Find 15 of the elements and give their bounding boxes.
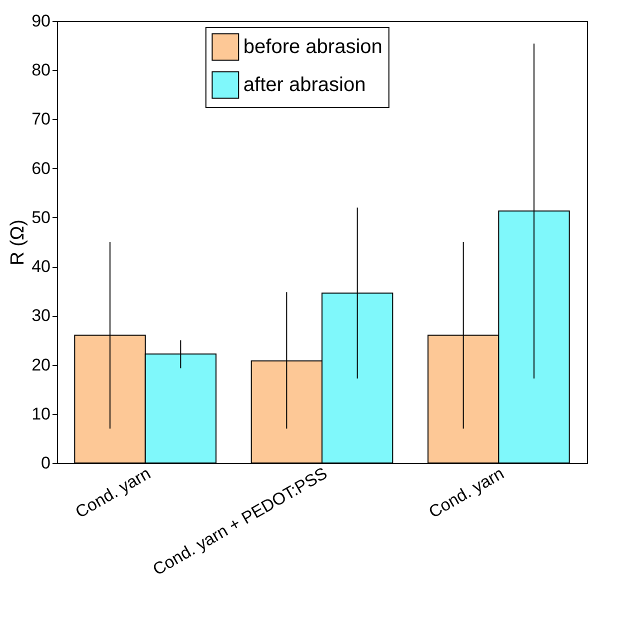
y-tick-label: 0	[41, 454, 50, 472]
y-tick-label: 60	[32, 158, 50, 178]
y-tick-label: 40	[32, 257, 50, 276]
y-tick-label: 30	[32, 306, 50, 326]
y-tick-label: 20	[32, 355, 50, 374]
x-tick-label: Cond. yarn	[426, 464, 508, 522]
legend-label: after abrasion	[243, 74, 366, 96]
y-tick-label: 90	[32, 12, 50, 30]
x-tick-label: Cond. yarn	[72, 464, 154, 522]
y-axis-title: R (Ω)	[8, 220, 29, 266]
y-tick-label: 80	[32, 60, 50, 80]
legend-label: before abrasion	[243, 36, 382, 58]
y-tick-label: 10	[32, 404, 50, 424]
y-tick-label: 50	[32, 208, 50, 227]
y-tick-label: 70	[32, 110, 50, 129]
